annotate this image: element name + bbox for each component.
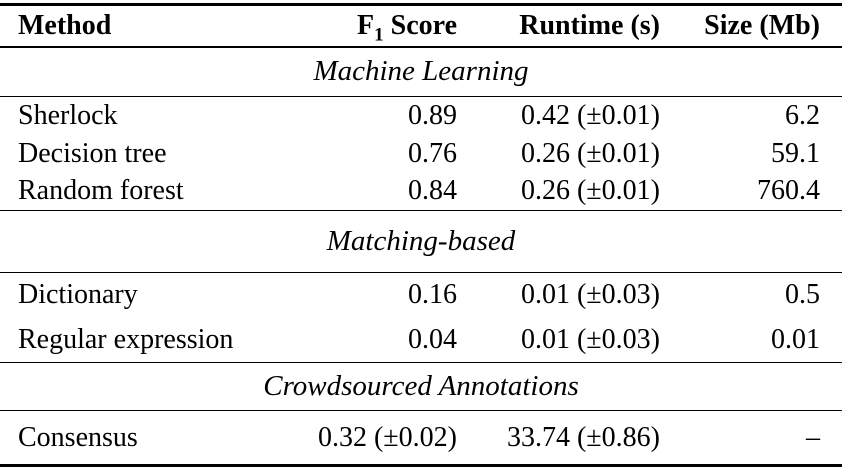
method-cell: Regular expression — [0, 317, 300, 363]
col-header-runtime: Runtime (s) — [457, 4, 660, 48]
runtime-cell: 0.26 (±0.01) — [520, 137, 660, 169]
method-cell: Decision tree — [18, 137, 167, 169]
runtime-cell: 0.01 (±0.03) — [520, 279, 660, 311]
section-title: Crowdsourced Annotations — [0, 362, 842, 411]
table-row-dictionary: Dictionary 0.16 0.01 (±0.03) 0.5 — [0, 273, 842, 318]
section-header-matching-based: Matching-based — [0, 210, 842, 273]
col-header-size: Size (Mb) — [660, 4, 842, 48]
runtime-cell: 0.26 (±0.01) — [457, 172, 660, 211]
f1-score-cell: 0.16 — [408, 279, 457, 311]
section-header-crowdsourced-annotations: Crowdsourced Annotations — [0, 362, 842, 411]
method-cell: Sherlock — [18, 99, 118, 131]
size-cell: 760.4 — [660, 172, 842, 211]
header-row: Method F1 Score Runtime (s) Size (Mb) — [0, 4, 842, 48]
f1-score-cell: 0.32 (±0.02) — [317, 421, 457, 453]
section-title: Machine Learning — [0, 46, 842, 97]
size-cell: 0.01 — [660, 317, 842, 363]
table-row-consensus: Consensus 0.32 (±0.02) 33.74 (±0.86) – — [0, 411, 842, 466]
results-table: Method F1 Score Runtime (s) Size (Mb) Ma… — [0, 3, 842, 467]
size-cell: 6.2 — [785, 99, 820, 131]
runtime-cell: 0.42 (±0.01) — [520, 99, 660, 131]
runtime-cell: 33.74 (±0.86) — [506, 421, 660, 453]
table-row-random-forest: Random forest 0.84 0.26 (±0.01) 760.4 — [0, 172, 842, 211]
table-row-decision-tree: Decision tree 0.76 0.26 (±0.01) 59.1 — [0, 135, 842, 173]
f1-score-cell: 0.84 — [300, 172, 457, 211]
table-row-sherlock: Sherlock 0.89 0.42 (±0.01) 6.2 — [0, 97, 842, 135]
f1-score-cell: 0.76 — [408, 137, 457, 169]
size-cell: – — [806, 421, 820, 453]
section-title: Matching-based — [0, 210, 842, 273]
f1-label-subscript: 1 — [374, 24, 384, 46]
method-cell: Consensus — [18, 421, 138, 453]
method-cell: Dictionary — [18, 279, 138, 311]
f1-label-main: F — [357, 9, 375, 41]
method-cell: Random forest — [0, 172, 300, 211]
size-cell: 59.1 — [771, 137, 820, 169]
section-header-machine-learning: Machine Learning — [0, 46, 842, 97]
f1-label-rest: Score — [383, 9, 457, 41]
table-row-regular-expression: Regular expression 0.04 0.01 (±0.03) 0.0… — [0, 317, 842, 363]
f1-score-cell: 0.04 — [300, 317, 457, 363]
col-header-method: Method — [0, 4, 300, 48]
f1-score-cell: 0.89 — [408, 99, 457, 131]
size-cell: 0.5 — [785, 279, 820, 311]
runtime-cell: 0.01 (±0.03) — [457, 317, 660, 363]
col-header-f1-score: F1 Score — [300, 4, 457, 48]
